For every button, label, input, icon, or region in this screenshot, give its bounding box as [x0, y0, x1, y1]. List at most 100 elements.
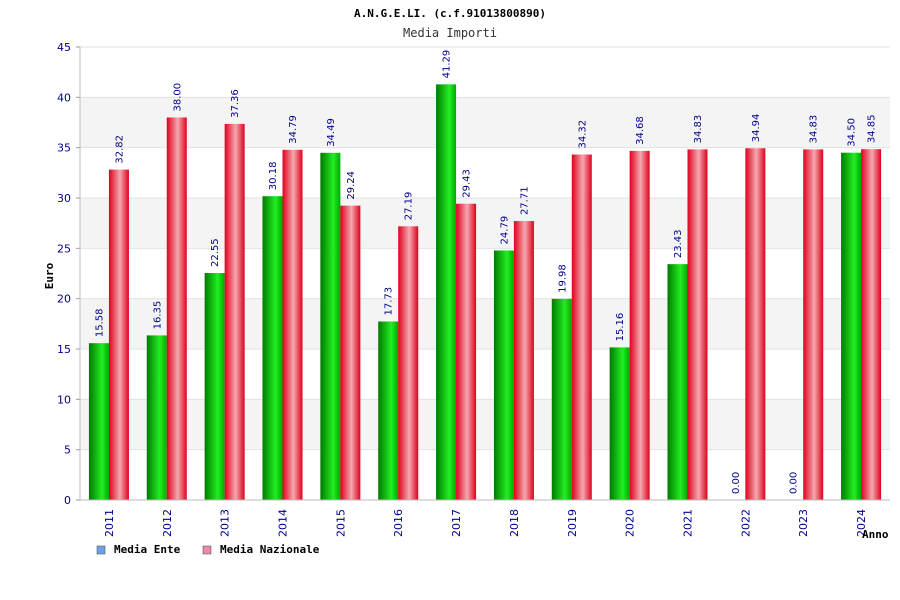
data-label-media-ente: 41.29	[442, 50, 453, 79]
bar-media-nazionale	[340, 205, 361, 500]
y-tick-label: 30	[57, 192, 71, 205]
data-label-media-nazionale: 34.79	[288, 115, 299, 144]
x-tick-label: 2022	[739, 509, 752, 537]
data-label-media-nazionale: 27.71	[519, 186, 530, 215]
y-axis: 0 5 10 15 20 25 30 35 40 45	[57, 41, 81, 507]
x-tick-label: 2020	[624, 509, 637, 537]
legend-label-ente: Media Ente	[114, 543, 181, 556]
data-label-media-ente: 15.16	[615, 313, 626, 342]
bar-media-nazionale	[282, 149, 303, 500]
grid-band	[80, 198, 890, 249]
x-tick-label: 2012	[161, 509, 174, 537]
x-tick-label: 2014	[277, 509, 290, 537]
x-tick-label: 2021	[682, 509, 695, 537]
data-label-media-ente: 17.73	[384, 287, 395, 316]
y-tick-label: 25	[57, 242, 71, 255]
bar-media-ente	[262, 196, 283, 501]
bar-media-ente	[436, 84, 457, 500]
x-tick-label: 2011	[103, 509, 116, 537]
legend-swatch-ente	[96, 545, 106, 555]
x-axis-label: Anno	[862, 528, 889, 541]
bar-media-ente	[146, 335, 167, 500]
bars: 15.58 32.82 16.35 38.00 22.55 37.36 30.18 34.79…	[88, 50, 882, 501]
data-label-media-nazionale: 27.19	[404, 192, 415, 221]
data-label-media-ente: 16.35	[152, 301, 163, 330]
data-label-media-ente: 34.49	[326, 118, 337, 147]
x-tick-label: 2018	[508, 509, 521, 537]
bar-media-nazionale	[224, 123, 245, 500]
bar-media-ente	[493, 250, 514, 500]
data-label-media-ente: 30.18	[268, 162, 279, 191]
data-label-media-nazionale: 29.43	[462, 169, 473, 198]
bar-media-ente	[609, 347, 630, 500]
bar-media-nazionale	[456, 203, 477, 500]
grid-band	[80, 147, 890, 198]
grid-band	[80, 449, 890, 500]
data-label-media-nazionale: 34.83	[693, 115, 704, 144]
grid-band	[80, 399, 890, 450]
x-tick-label: 2013	[219, 509, 232, 537]
data-label-media-nazionale: 34.85	[867, 115, 878, 144]
data-label-media-ente: 34.50	[847, 118, 858, 147]
y-tick-label: 20	[57, 293, 71, 306]
grid-band	[80, 349, 890, 400]
bar-media-ente	[841, 152, 862, 500]
data-label-media-ente: 0.00	[789, 472, 800, 494]
bar-media-nazionale	[571, 154, 592, 500]
y-tick-label: 45	[57, 41, 71, 54]
data-label-media-ente: 19.98	[557, 264, 568, 293]
x-tick-label: 2024	[855, 509, 868, 537]
bar-media-ente	[88, 343, 109, 500]
y-axis-label: Euro	[43, 262, 56, 289]
bar-media-ente	[378, 321, 399, 500]
bar-media-ente	[320, 152, 341, 500]
bar-media-nazionale	[629, 150, 650, 500]
x-tick-label: 2016	[392, 509, 405, 537]
legend-swatch-nazionale	[202, 545, 212, 555]
data-label-media-nazionale: 37.36	[230, 89, 241, 118]
x-axis: 2011 2012 2013 2014 2015 2016 2017 2018 2019 2020…	[80, 499, 890, 537]
bar-media-nazionale	[398, 226, 419, 500]
bar-media-nazionale	[745, 148, 766, 500]
bar-media-ente	[667, 264, 688, 500]
bar-media-nazionale	[108, 169, 129, 500]
data-label-media-nazionale: 34.32	[577, 120, 588, 149]
y-tick-label: 15	[57, 343, 71, 356]
x-tick-label: 2017	[450, 509, 463, 537]
grid-band	[80, 47, 890, 98]
bar-media-nazionale	[513, 221, 534, 500]
data-label-media-nazionale: 38.00	[172, 83, 183, 112]
y-tick-label: 10	[57, 393, 71, 406]
bar-media-nazionale	[803, 149, 824, 501]
chart-subtitle: Media Importi	[403, 26, 497, 40]
grid-band	[80, 248, 890, 299]
grid-band	[80, 97, 890, 148]
data-label-media-ente: 24.79	[499, 216, 510, 245]
bar-media-ente	[204, 272, 225, 500]
bar-media-nazionale	[861, 149, 882, 500]
y-tick-label: 5	[64, 444, 71, 457]
bar-media-nazionale	[687, 149, 708, 501]
bar-media-ente	[551, 298, 572, 500]
x-tick-label: 2019	[566, 509, 579, 537]
bar-media-nazionale	[166, 117, 187, 500]
data-label-media-nazionale: 34.94	[751, 114, 762, 143]
data-label-media-ente: 15.58	[94, 309, 105, 338]
data-label-media-ente: 0.00	[731, 472, 742, 494]
data-label-media-nazionale: 34.83	[809, 115, 820, 144]
x-tick-label: 2015	[334, 509, 347, 537]
y-tick-label: 40	[57, 91, 71, 104]
legend: Media Ente Media Nazionale	[96, 543, 320, 556]
plot-background	[80, 47, 890, 500]
chart-title: A.N.G.E.LI. (c.f.91013800890)	[354, 7, 546, 20]
y-tick-label: 35	[57, 142, 71, 155]
x-tick-label: 2023	[797, 509, 810, 537]
data-label-media-nazionale: 29.24	[346, 171, 357, 200]
legend-label-nazionale: Media Nazionale	[220, 543, 320, 556]
data-label-media-ente: 23.43	[673, 229, 684, 258]
y-tick-label: 0	[64, 494, 71, 507]
data-label-media-nazionale: 34.68	[635, 116, 646, 145]
data-label-media-ente: 22.55	[210, 238, 221, 267]
grid-band	[80, 298, 890, 349]
